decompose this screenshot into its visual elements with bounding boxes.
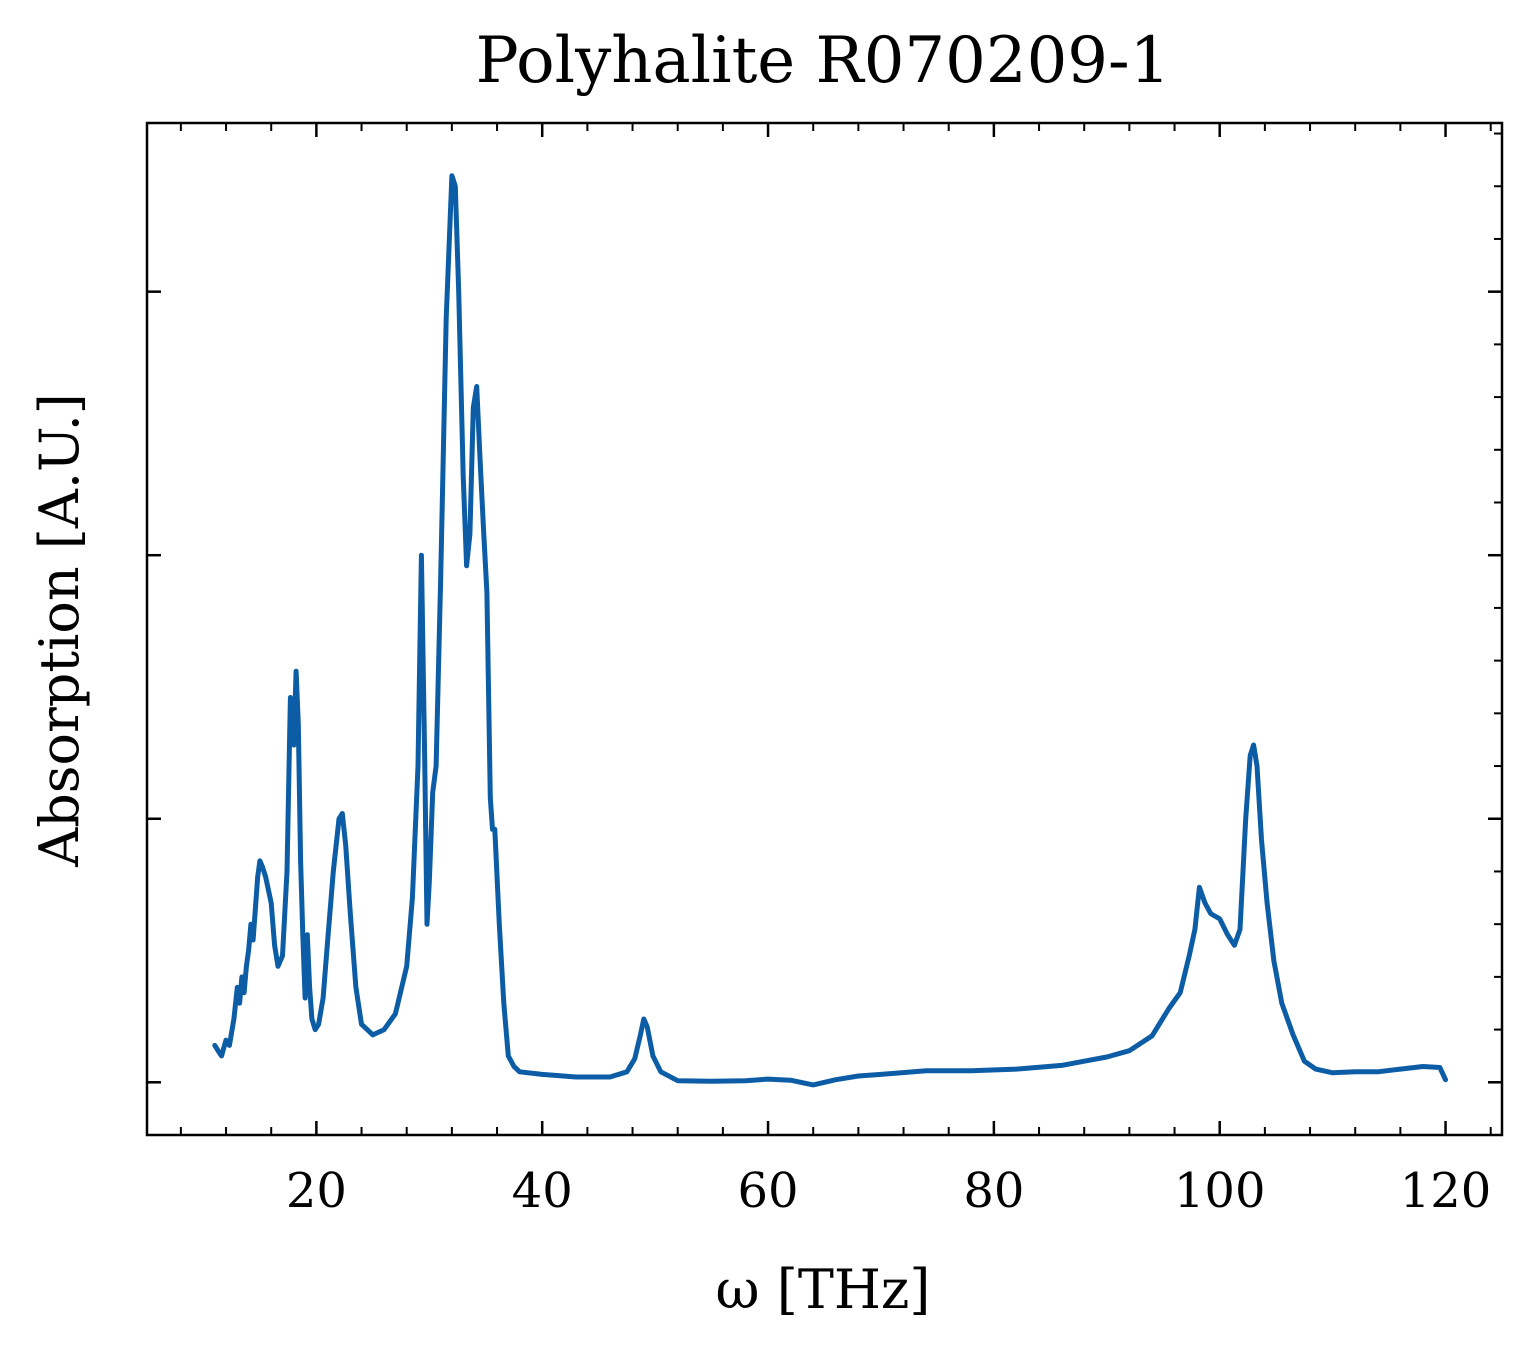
x-axis-label: ω [THz] bbox=[716, 1258, 931, 1321]
x-tick-label: 40 bbox=[512, 1163, 573, 1219]
chart-title: Polyhalite R070209-1 bbox=[476, 24, 1171, 98]
major-ticks bbox=[147, 123, 1502, 1135]
spectrum-line bbox=[212, 173, 1448, 1088]
plot-frame bbox=[145, 121, 1504, 1137]
minor-ticks bbox=[179, 123, 1502, 1136]
x-tick-label: 120 bbox=[1400, 1163, 1492, 1219]
x-tick-labels: 20 40 60 80 100 120 bbox=[286, 1163, 1492, 1219]
y-axis-label: Absorption [A.U.] bbox=[28, 393, 91, 868]
x-tick-label: 100 bbox=[1174, 1163, 1266, 1219]
x-tick-label: 60 bbox=[738, 1163, 799, 1219]
x-tick-label: 80 bbox=[963, 1163, 1024, 1219]
x-tick-label: 20 bbox=[286, 1163, 347, 1219]
